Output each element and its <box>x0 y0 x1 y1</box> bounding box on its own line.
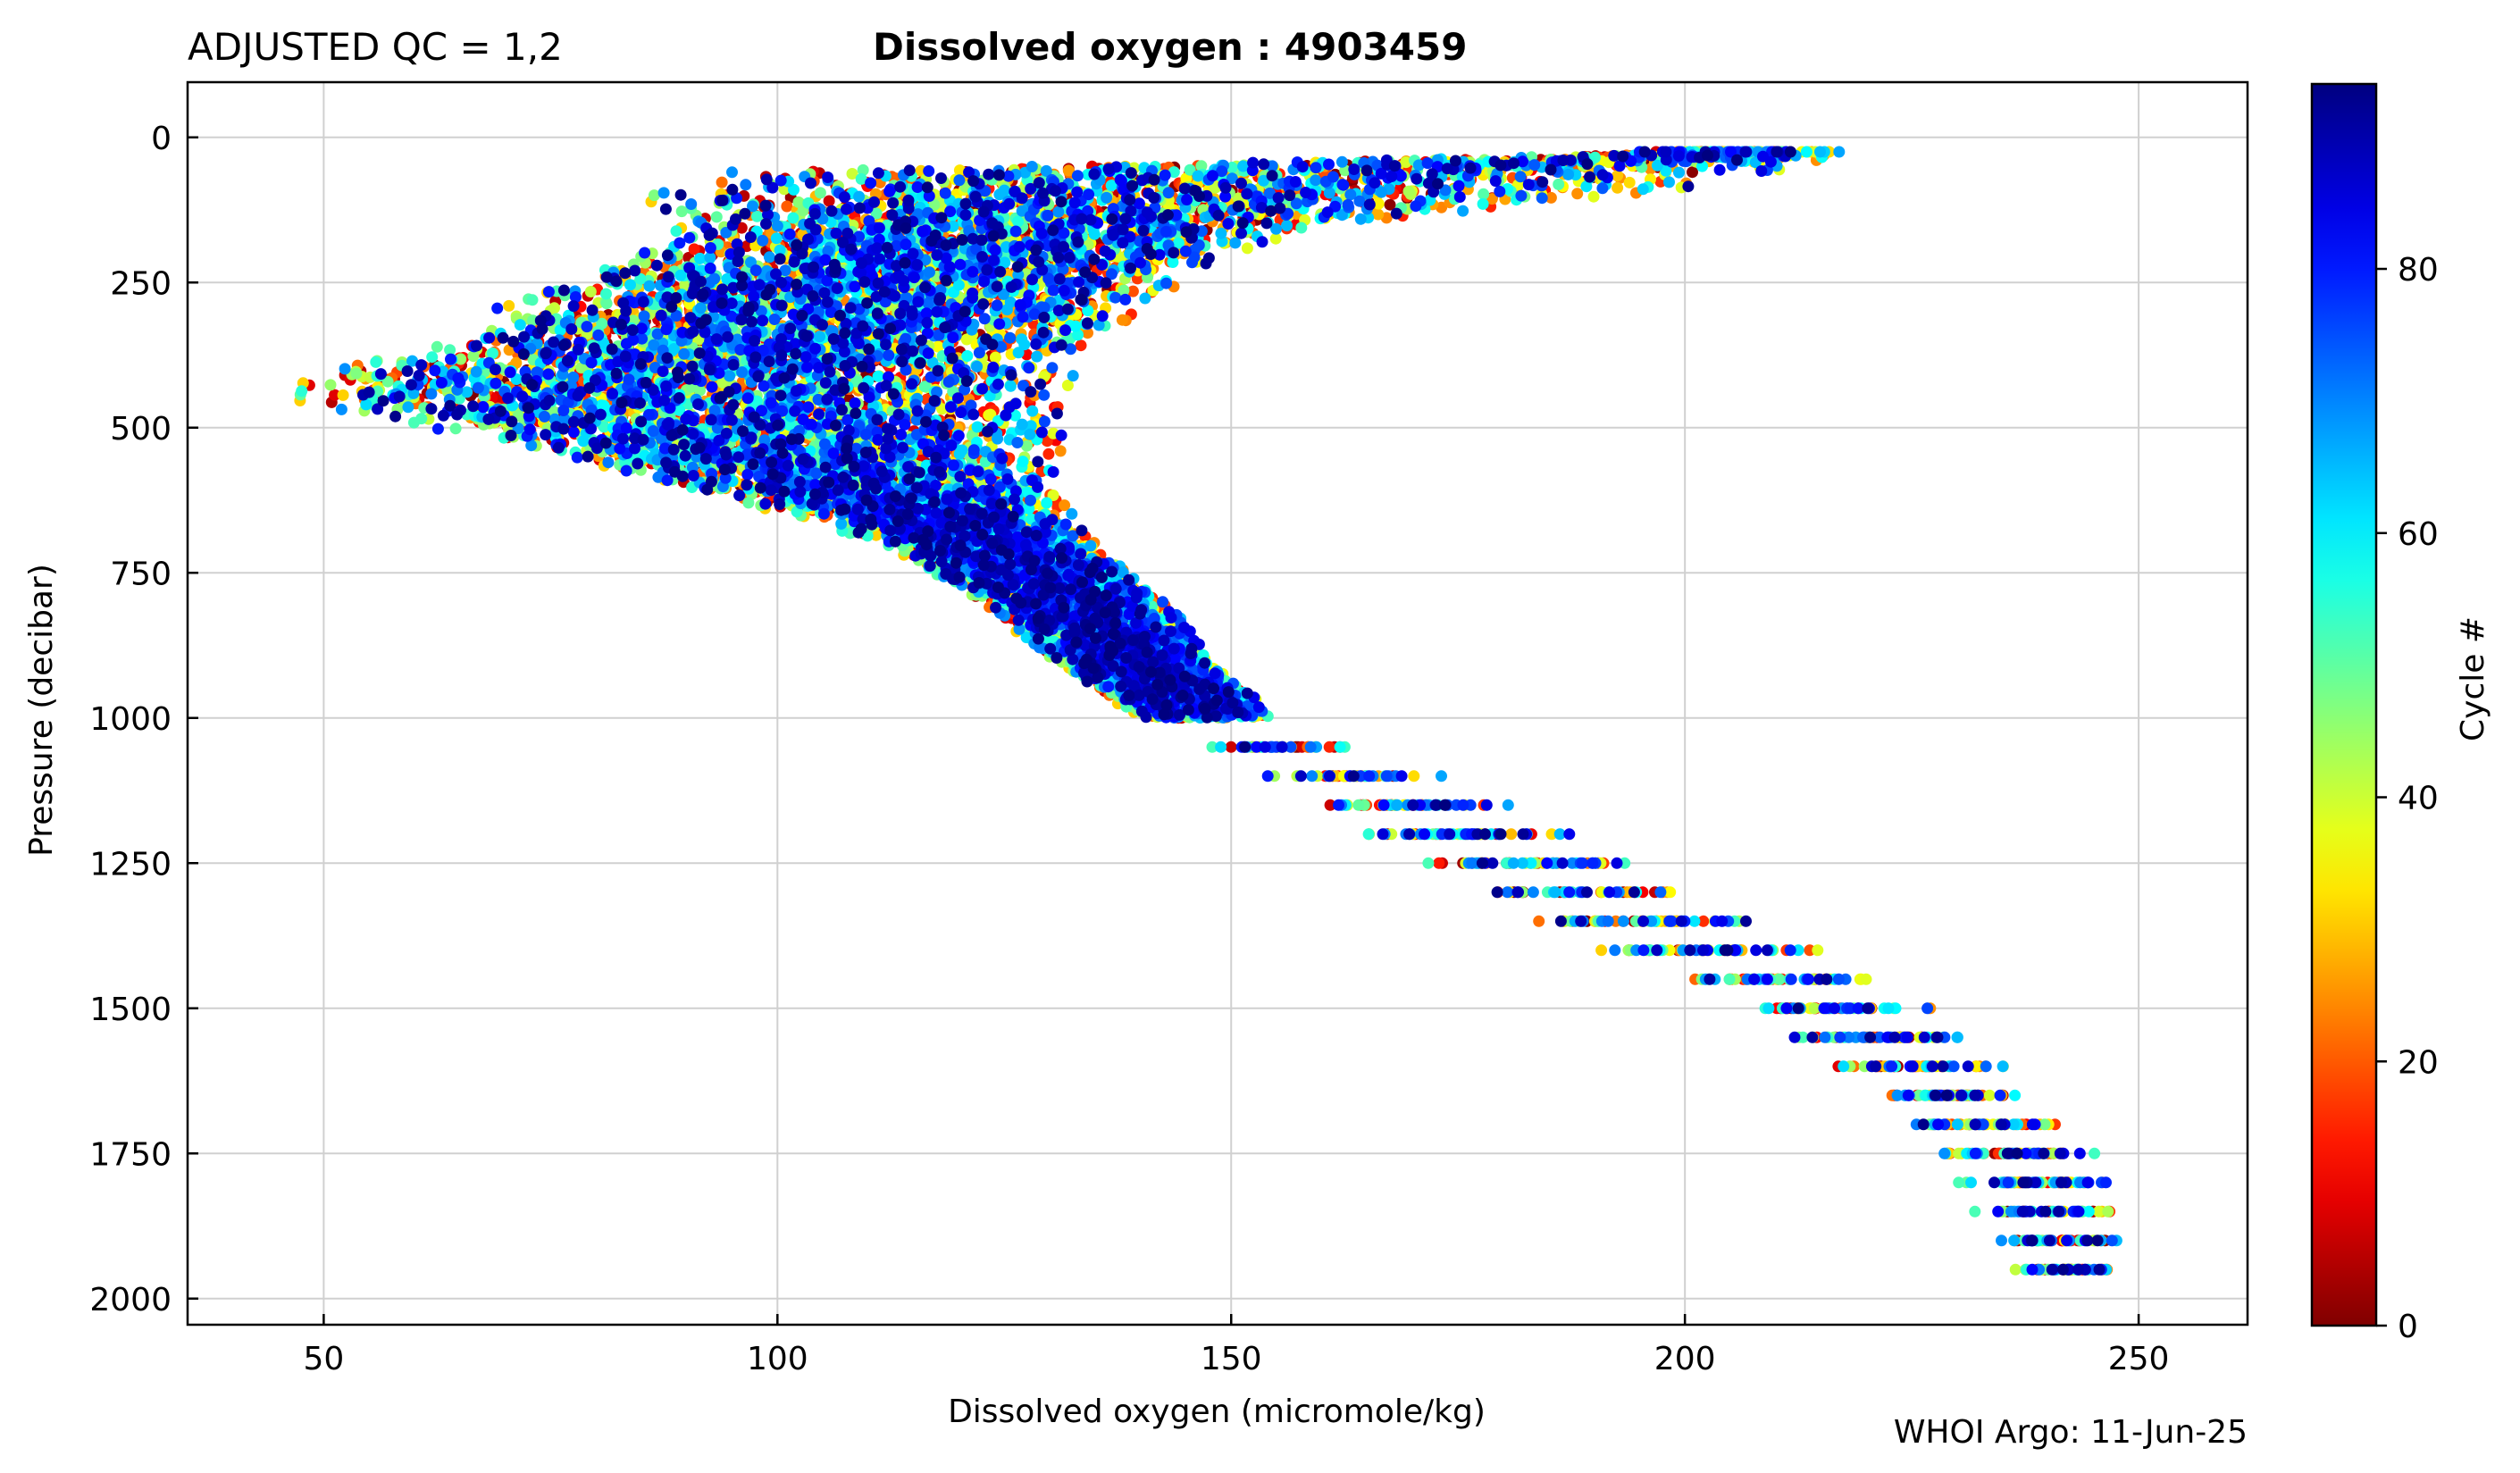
data-point <box>1687 166 1698 179</box>
data-point <box>716 176 728 188</box>
grid <box>188 82 2248 1325</box>
data-point <box>953 164 966 177</box>
data-points <box>294 146 2122 1276</box>
data-point <box>1225 741 1237 753</box>
data-point <box>503 299 515 312</box>
data-point <box>1505 828 1518 841</box>
data-point <box>1075 339 1087 352</box>
data-point <box>781 200 793 213</box>
data-point <box>1804 944 1816 957</box>
data-point <box>1970 1060 1982 1073</box>
data-point <box>1082 327 1093 339</box>
data-point <box>984 408 997 421</box>
data-point <box>1042 448 1055 460</box>
data-point <box>1126 285 1139 297</box>
data-point <box>1436 201 1448 213</box>
data-point <box>1324 799 1336 811</box>
data-point <box>688 243 700 255</box>
data-point <box>1059 499 1071 512</box>
data-point <box>1372 208 1385 221</box>
data-point <box>1545 191 1557 204</box>
data-point <box>1697 915 1710 927</box>
data-point <box>1623 176 1636 188</box>
data-point <box>870 529 883 541</box>
data-point <box>1062 164 1075 177</box>
data-point <box>1408 770 1420 783</box>
data-point <box>1054 445 1067 457</box>
data-point <box>1545 828 1558 841</box>
data-point <box>1116 314 1128 326</box>
data-point <box>1533 915 1545 927</box>
data-point <box>1612 181 1624 194</box>
data-point <box>735 222 748 234</box>
data-point <box>823 195 835 207</box>
data-point <box>932 340 944 353</box>
data-point <box>1486 193 1498 205</box>
data-point <box>1433 857 1445 869</box>
data-point <box>329 389 341 401</box>
data-point <box>1323 741 1335 753</box>
data-point <box>1384 198 1396 211</box>
data-point <box>989 351 1001 364</box>
data-point <box>1372 197 1385 210</box>
data-point <box>337 389 349 401</box>
data-point <box>1571 188 1584 200</box>
data-point <box>1612 170 1624 182</box>
data-point <box>1595 944 1608 957</box>
data-point <box>1664 886 1677 899</box>
